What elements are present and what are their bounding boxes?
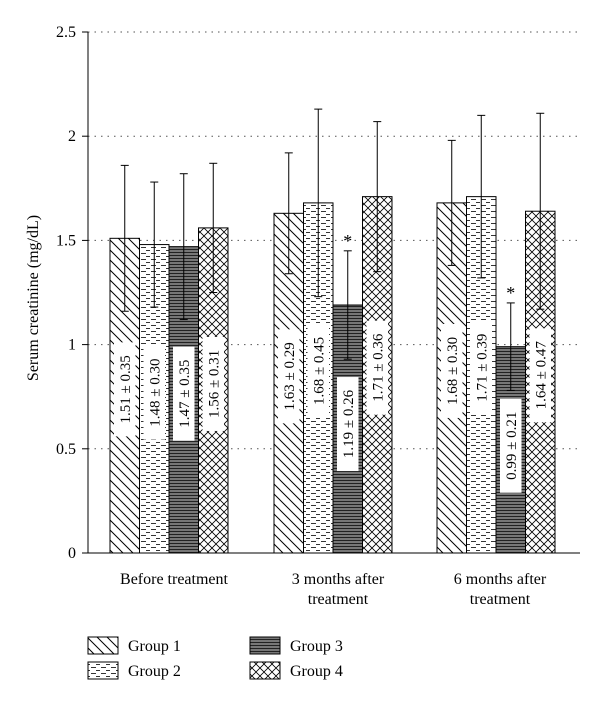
significance-marker: * bbox=[506, 283, 515, 303]
x-category-label: treatment bbox=[308, 591, 369, 608]
data-label: 1.64 ± 0.47 bbox=[533, 341, 549, 410]
data-label-background bbox=[470, 320, 492, 415]
data-label-background bbox=[366, 320, 388, 415]
legend-label: Group 1 bbox=[128, 638, 181, 655]
data-label-background bbox=[114, 342, 136, 437]
x-category-label: 3 months after bbox=[292, 571, 385, 588]
x-category-label: treatment bbox=[470, 591, 531, 608]
y-tick-label: 0.5 bbox=[56, 441, 76, 458]
legend: Group 1 Group 2 Group 3 Group 4 bbox=[87, 636, 343, 680]
data-label: 1.47 ± 0.35 bbox=[177, 360, 193, 428]
legend-swatch bbox=[87, 636, 119, 655]
data-label-background bbox=[441, 323, 463, 418]
data-label: 1.48 ± 0.30 bbox=[147, 358, 163, 426]
data-label: 1.71 ± 0.39 bbox=[474, 334, 490, 402]
y-tick-label: 2 bbox=[68, 128, 76, 145]
legend-swatch bbox=[249, 636, 281, 655]
data-label: 1.63 ± 0.29 bbox=[282, 342, 298, 410]
data-label-background bbox=[278, 329, 300, 424]
data-label: 1.71 ± 0.36 bbox=[370, 333, 386, 402]
legend-label: Group 3 bbox=[290, 638, 343, 655]
x-category-label: Before treatment bbox=[120, 571, 229, 588]
data-label-background bbox=[307, 323, 329, 418]
bars: 1.51 ± 0.35 1.63 ± 0.29 1.68 ± 0.30 1.48 ± … bbox=[109, 108, 556, 554]
legend-label: Group 2 bbox=[128, 663, 181, 680]
data-label: 1.56 ± 0.31 bbox=[206, 350, 222, 418]
data-label-background bbox=[173, 346, 195, 441]
data-label-background bbox=[337, 377, 359, 472]
y-axis-label: Serum creatinine (mg/dL) bbox=[25, 215, 42, 381]
y-tick-label: 1 bbox=[68, 337, 76, 354]
data-label: 1.51 ± 0.35 bbox=[118, 355, 134, 423]
y-tick-label: 2.5 bbox=[56, 24, 76, 41]
axes: 0 0.5 1 1.5 2 2.5 Before treatment 3 months aft… bbox=[56, 24, 580, 608]
y-tick-label: 0 bbox=[68, 545, 76, 562]
data-label-background bbox=[143, 345, 165, 440]
data-label-background bbox=[529, 328, 551, 423]
data-label: 1.19 ± 0.26 bbox=[341, 389, 357, 458]
legend-label: Group 4 bbox=[290, 663, 343, 680]
data-label: 1.68 ± 0.30 bbox=[445, 337, 461, 405]
data-label: 0.99 ± 0.21 bbox=[504, 412, 520, 480]
x-category-label: 6 months after bbox=[454, 571, 547, 588]
legend-swatch bbox=[87, 661, 119, 680]
data-label-background bbox=[202, 336, 224, 431]
data-label-background bbox=[500, 398, 522, 493]
data-label: 1.68 ± 0.45 bbox=[311, 337, 327, 405]
y-tick-label: 1.5 bbox=[56, 232, 76, 249]
legend-swatch bbox=[249, 661, 281, 680]
significance-marker: * bbox=[343, 231, 352, 251]
